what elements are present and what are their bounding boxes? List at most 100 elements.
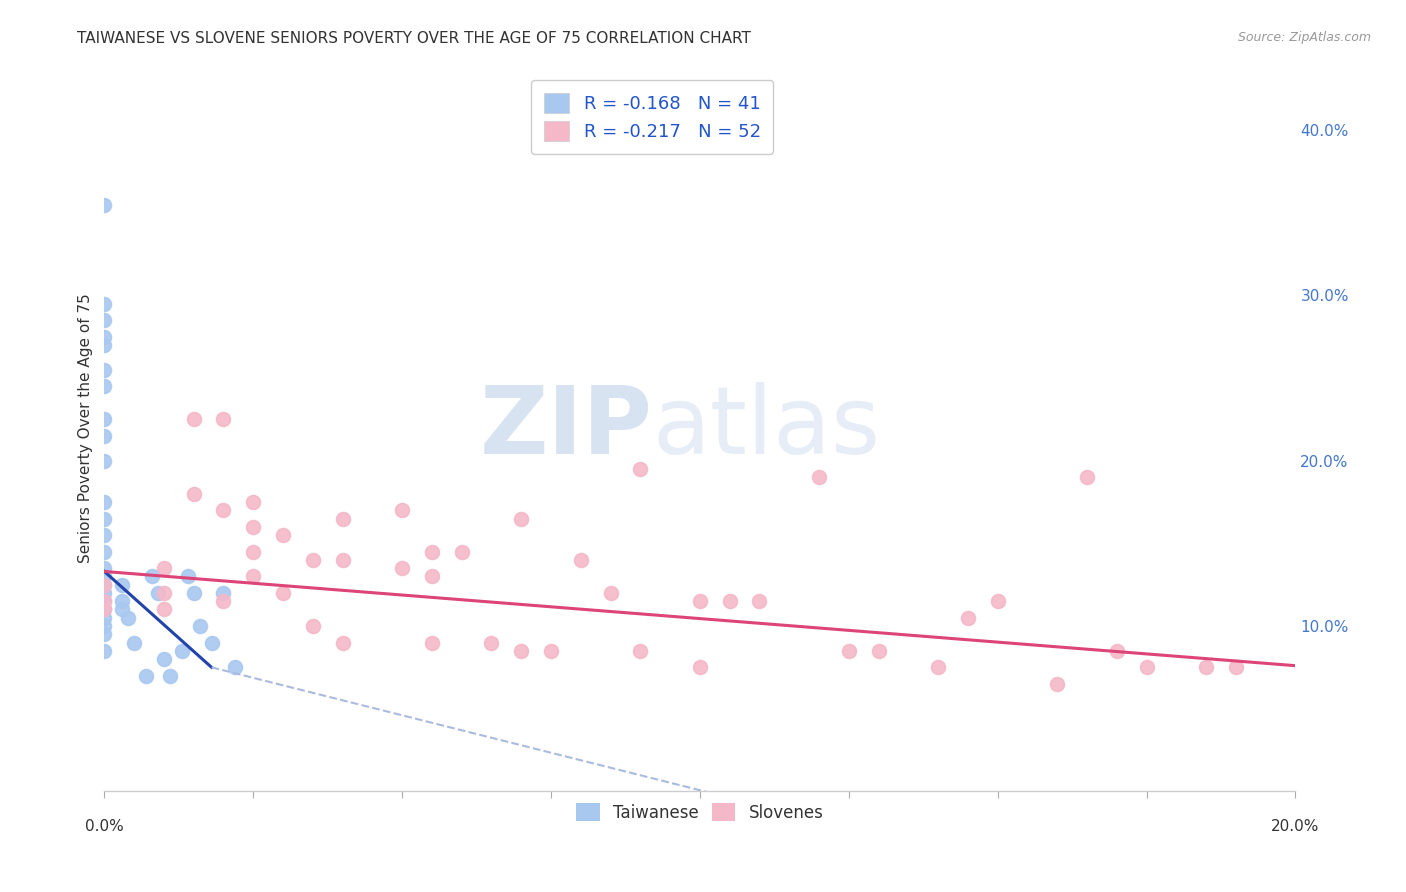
Point bbox=[93, 330, 115, 344]
Point bbox=[93, 379, 115, 393]
Point bbox=[420, 569, 443, 583]
Point bbox=[188, 619, 211, 633]
Point bbox=[177, 569, 200, 583]
Text: 20.0%: 20.0% bbox=[1271, 819, 1320, 834]
Point bbox=[183, 586, 205, 600]
Point bbox=[153, 602, 176, 616]
Point bbox=[510, 511, 533, 525]
Point bbox=[242, 569, 264, 583]
Point bbox=[271, 528, 294, 542]
Point bbox=[689, 660, 711, 674]
Point bbox=[111, 602, 134, 616]
Point bbox=[212, 586, 235, 600]
Text: ZIP: ZIP bbox=[479, 382, 652, 474]
Point bbox=[987, 594, 1010, 608]
Point bbox=[93, 528, 115, 542]
Point bbox=[224, 660, 246, 674]
Point bbox=[301, 619, 323, 633]
Point bbox=[93, 569, 115, 583]
Point bbox=[689, 594, 711, 608]
Point bbox=[141, 569, 163, 583]
Point bbox=[93, 561, 115, 575]
Point bbox=[93, 454, 115, 468]
Point bbox=[93, 619, 115, 633]
Point bbox=[93, 611, 115, 625]
Point bbox=[93, 627, 115, 641]
Point bbox=[242, 495, 264, 509]
Point bbox=[718, 594, 741, 608]
Point bbox=[93, 429, 115, 443]
Point bbox=[569, 553, 592, 567]
Point bbox=[1076, 470, 1098, 484]
Point bbox=[200, 635, 222, 649]
Text: Source: ZipAtlas.com: Source: ZipAtlas.com bbox=[1237, 31, 1371, 45]
Point bbox=[599, 586, 621, 600]
Point bbox=[242, 544, 264, 558]
Point bbox=[93, 197, 115, 211]
Point bbox=[808, 470, 831, 484]
Point bbox=[93, 602, 115, 616]
Point bbox=[93, 586, 115, 600]
Point bbox=[450, 544, 472, 558]
Point bbox=[1225, 660, 1247, 674]
Point bbox=[117, 611, 139, 625]
Point bbox=[93, 577, 115, 591]
Point bbox=[420, 635, 443, 649]
Point bbox=[332, 511, 354, 525]
Point bbox=[1195, 660, 1218, 674]
Point bbox=[153, 586, 176, 600]
Point bbox=[1105, 644, 1128, 658]
Point bbox=[93, 313, 115, 327]
Text: atlas: atlas bbox=[652, 382, 880, 474]
Point bbox=[391, 503, 413, 517]
Point bbox=[332, 553, 354, 567]
Point bbox=[111, 577, 134, 591]
Legend: Taiwanese, Slovenes: Taiwanese, Slovenes bbox=[568, 795, 832, 830]
Point bbox=[212, 594, 235, 608]
Point bbox=[93, 594, 115, 608]
Point bbox=[332, 635, 354, 649]
Point bbox=[146, 586, 169, 600]
Point bbox=[122, 635, 145, 649]
Text: TAIWANESE VS SLOVENE SENIORS POVERTY OVER THE AGE OF 75 CORRELATION CHART: TAIWANESE VS SLOVENE SENIORS POVERTY OVE… bbox=[77, 31, 751, 46]
Point bbox=[748, 594, 770, 608]
Point bbox=[628, 462, 651, 476]
Text: 0.0%: 0.0% bbox=[84, 819, 124, 834]
Point bbox=[242, 520, 264, 534]
Point bbox=[1046, 677, 1069, 691]
Point bbox=[868, 644, 890, 658]
Point bbox=[135, 668, 157, 682]
Point bbox=[510, 644, 533, 658]
Point bbox=[93, 644, 115, 658]
Point bbox=[956, 611, 979, 625]
Point bbox=[93, 544, 115, 558]
Point bbox=[540, 644, 562, 658]
Point bbox=[153, 561, 176, 575]
Point bbox=[93, 511, 115, 525]
Point bbox=[1135, 660, 1157, 674]
Point bbox=[153, 652, 176, 666]
Point bbox=[420, 544, 443, 558]
Point bbox=[159, 668, 181, 682]
Point bbox=[183, 412, 205, 426]
Point bbox=[93, 363, 115, 377]
Point bbox=[481, 635, 503, 649]
Point bbox=[301, 553, 323, 567]
Point bbox=[93, 594, 115, 608]
Point bbox=[391, 561, 413, 575]
Point bbox=[93, 296, 115, 310]
Point bbox=[628, 644, 651, 658]
Point bbox=[927, 660, 949, 674]
Point bbox=[170, 644, 193, 658]
Point bbox=[212, 412, 235, 426]
Point bbox=[838, 644, 860, 658]
Point bbox=[183, 487, 205, 501]
Point bbox=[271, 586, 294, 600]
Y-axis label: Seniors Poverty Over the Age of 75: Seniors Poverty Over the Age of 75 bbox=[79, 293, 93, 563]
Point bbox=[93, 338, 115, 352]
Point bbox=[111, 594, 134, 608]
Point bbox=[93, 412, 115, 426]
Point bbox=[212, 503, 235, 517]
Point bbox=[93, 602, 115, 616]
Point bbox=[93, 495, 115, 509]
